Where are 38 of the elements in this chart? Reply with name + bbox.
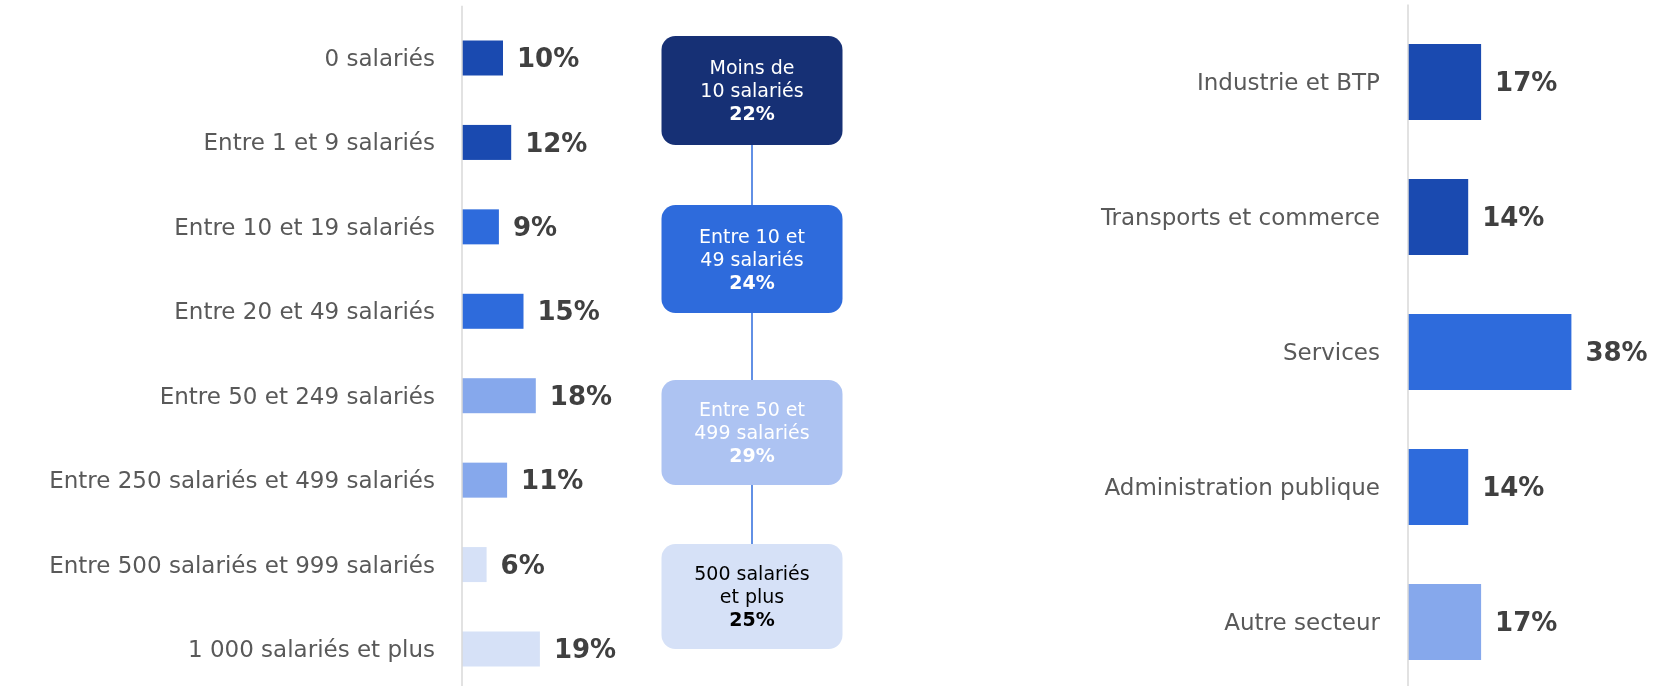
- y-tick-label: Transports et commerce: [1099, 204, 1380, 231]
- data-label: 6%: [500, 549, 545, 580]
- data-label: 14%: [1482, 472, 1545, 503]
- data-label: 15%: [537, 296, 600, 327]
- data-label: 11%: [521, 465, 584, 496]
- y-tick-label: Autre secteur: [1224, 609, 1381, 636]
- y-tick-label: Entre 500 salariés et 999 salariés: [49, 551, 435, 578]
- y-tick-label: Entre 50 et 249 salariés: [159, 382, 435, 409]
- data-label: 18%: [549, 380, 613, 411]
- y-tick-label: Entre 1 et 9 salariés: [203, 129, 435, 156]
- y-tick-label: Entre 20 et 49 salariés: [174, 298, 435, 325]
- bar: [462, 631, 540, 667]
- bar: [462, 462, 508, 498]
- y-tick-label: Industrie et BTP: [1196, 69, 1381, 96]
- data-label: 17%: [1495, 67, 1558, 98]
- data-label: 10%: [517, 43, 580, 74]
- bar: [462, 124, 512, 160]
- bar: [462, 209, 499, 245]
- bar: [462, 547, 487, 583]
- y-tick-label: 1 000 salariés et plus: [187, 636, 435, 663]
- y-tick-label: Administration publique: [1104, 474, 1380, 501]
- y-tick-label: Entre 250 salariés et 499 salariés: [49, 467, 435, 494]
- data-label: 38%: [1585, 337, 1648, 368]
- bar: [462, 40, 503, 76]
- data-label: 17%: [1495, 607, 1558, 638]
- text: Entre 50 et 499 salariés 29%: [694, 398, 810, 467]
- y-tick-label: Entre 10 et 19 salariés: [174, 213, 435, 240]
- text: Moins de 10 salariés 22%: [700, 56, 804, 125]
- text: Entre 10 et 49 salariés 24%: [699, 224, 805, 293]
- y-tick-label: 0 salariés: [324, 45, 435, 72]
- data-label: 19%: [553, 634, 617, 665]
- bar: [462, 378, 536, 414]
- y-tick-label: Services: [1283, 339, 1380, 366]
- data-label: 14%: [1482, 202, 1545, 233]
- text: 500 salariés et plus 25%: [694, 562, 810, 631]
- bar: [462, 293, 524, 329]
- data-label: 12%: [525, 127, 588, 158]
- data-label: 9%: [512, 211, 558, 242]
